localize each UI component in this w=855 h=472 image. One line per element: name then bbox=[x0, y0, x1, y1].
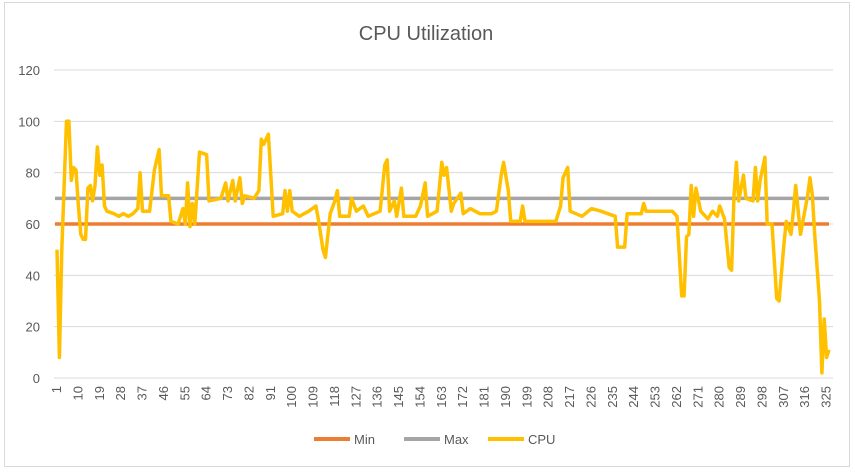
x-tick-label: 208 bbox=[541, 386, 556, 408]
x-axis-labels: 1 10 19 28 37 46 55 64 73 82 91 100 109 118 127 136 145 1… bbox=[49, 386, 834, 408]
y-tick-label: 100 bbox=[18, 114, 40, 129]
x-tick-label: 19 bbox=[92, 386, 107, 400]
x-tick-label: 280 bbox=[712, 386, 727, 408]
x-tick-label: 307 bbox=[776, 386, 791, 408]
x-tick-label: 10 bbox=[70, 386, 85, 400]
y-tick-label: 40 bbox=[26, 268, 40, 283]
legend-label-max: Max bbox=[444, 432, 469, 447]
series-lines bbox=[55, 119, 831, 375]
x-tick-label: 199 bbox=[519, 386, 534, 408]
x-tick-label: 244 bbox=[626, 386, 641, 408]
x-tick-label: 271 bbox=[690, 386, 705, 408]
x-tick-label: 82 bbox=[241, 386, 256, 400]
x-tick-label: 226 bbox=[583, 386, 598, 408]
x-tick-label: 73 bbox=[220, 386, 235, 400]
x-tick-label: 154 bbox=[412, 386, 427, 408]
x-tick-label: 325 bbox=[819, 386, 834, 408]
x-tick-label: 46 bbox=[156, 386, 171, 400]
x-tick-label: 190 bbox=[498, 386, 513, 408]
x-tick-label: 253 bbox=[648, 386, 663, 408]
legend-label-cpu: CPU bbox=[528, 432, 555, 447]
x-tick-label: 127 bbox=[348, 386, 363, 408]
x-tick-label: 217 bbox=[562, 386, 577, 408]
legend: Min Max CPU bbox=[314, 432, 555, 447]
x-tick-label: 262 bbox=[669, 386, 684, 408]
y-tick-label: 120 bbox=[18, 63, 40, 78]
x-tick-label: 136 bbox=[370, 386, 385, 408]
x-tick-label: 55 bbox=[177, 386, 192, 400]
y-tick-label: 80 bbox=[26, 166, 40, 181]
x-tick-label: 181 bbox=[477, 386, 492, 408]
y-tick-label: 60 bbox=[26, 217, 40, 232]
x-tick-label: 163 bbox=[434, 386, 449, 408]
chart-title: CPU Utilization bbox=[359, 23, 493, 45]
x-tick-label: 91 bbox=[263, 386, 278, 400]
x-tick-label: 1 bbox=[49, 386, 64, 393]
x-tick-label: 100 bbox=[284, 386, 299, 408]
x-tick-label: 235 bbox=[605, 386, 620, 408]
x-tick-label: 316 bbox=[797, 386, 812, 408]
x-tick-label: 64 bbox=[199, 386, 214, 400]
x-tick-label: 28 bbox=[113, 386, 128, 400]
legend-label-min: Min bbox=[354, 432, 375, 447]
x-tick-label: 172 bbox=[455, 386, 470, 408]
y-tick-label: 20 bbox=[26, 320, 40, 335]
chart-area bbox=[4, 2, 850, 467]
x-tick-label: 298 bbox=[754, 386, 769, 408]
x-tick-label: 118 bbox=[327, 386, 342, 407]
x-tick-label: 145 bbox=[391, 386, 406, 408]
y-tick-label: 0 bbox=[33, 371, 40, 386]
series-line-cpu bbox=[55, 119, 831, 375]
y-axis-labels: 0 20 40 60 80 100 120 bbox=[18, 63, 40, 386]
x-tick-label: 37 bbox=[135, 386, 150, 400]
x-tick-label: 109 bbox=[306, 386, 321, 408]
x-tick-label: 289 bbox=[733, 386, 748, 408]
